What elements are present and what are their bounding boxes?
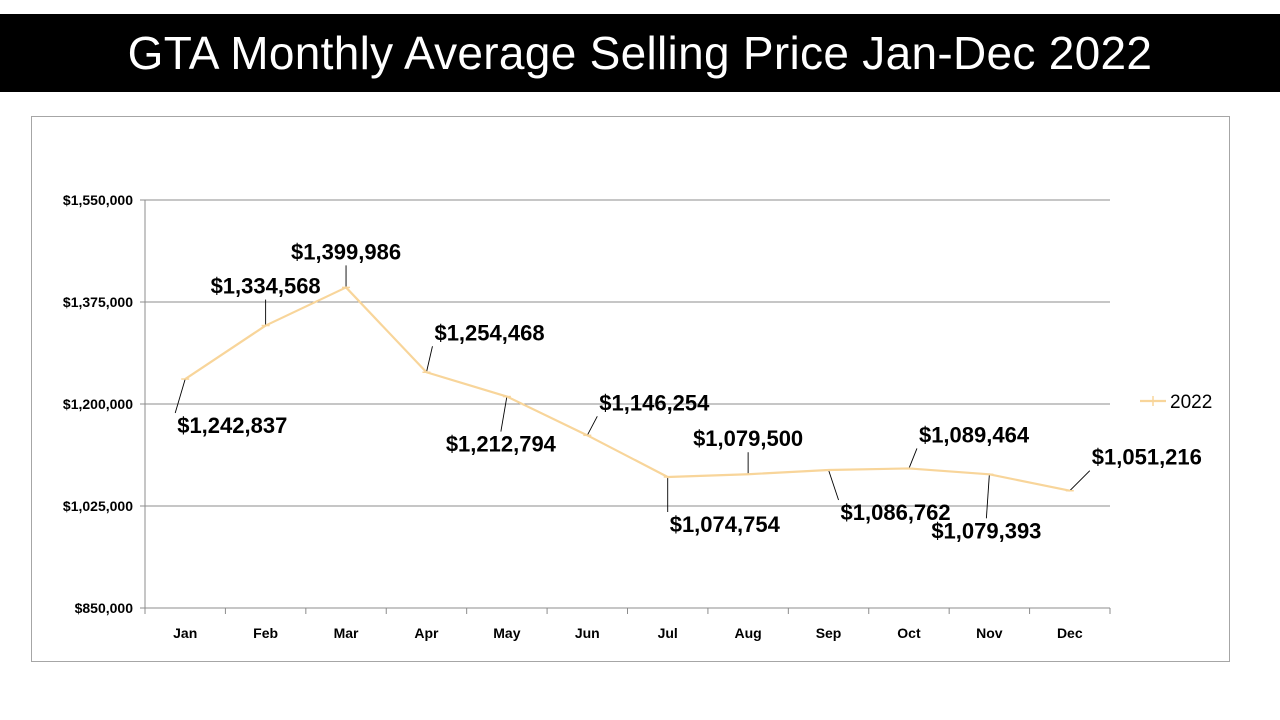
axes: $850,000 $1,025,000 $1,200,000 $1,375,000 $1…: [63, 192, 1111, 641]
x-tick-label: Oct: [897, 625, 921, 641]
data-label: $1,242,837: [177, 413, 287, 438]
chart-area: $850,000 $1,025,000 $1,200,000 $1,375,000 $1…: [31, 116, 1230, 662]
legend-label: 2022: [1170, 392, 1212, 413]
x-tick-label: Feb: [253, 625, 278, 641]
data-label: $1,399,986: [291, 239, 401, 264]
x-tick-label: Apr: [414, 625, 439, 641]
leader-line: [908, 448, 918, 469]
leader-line: [586, 416, 598, 436]
x-tick-label: May: [493, 625, 520, 641]
leader-line: [1069, 470, 1091, 492]
data-label: $1,074,754: [670, 512, 781, 537]
series-line-layer: [181, 286, 1074, 492]
leader-line: [985, 474, 990, 519]
x-tick-label: Nov: [976, 625, 1003, 641]
data-label: $1,146,254: [599, 390, 710, 415]
legend: 2022: [1140, 392, 1212, 413]
y-tick-label: $1,200,000: [63, 396, 133, 412]
data-label: $1,051,216: [1092, 445, 1202, 470]
data-label: $1,254,468: [434, 320, 544, 345]
data-labels: $1,242,837 $1,334,568 $1,399,986 $1,254,468…: [177, 239, 1202, 543]
line-chart: $850,000 $1,025,000 $1,200,000 $1,375,000 $1…: [63, 192, 1212, 641]
leader-line: [174, 378, 186, 414]
data-label: $1,079,393: [931, 518, 1041, 543]
x-tick-label: Aug: [735, 625, 762, 641]
x-tick-label: Dec: [1057, 625, 1083, 641]
leader-line: [426, 346, 433, 373]
x-tick-label: Jan: [173, 625, 197, 641]
x-tick-label: Sep: [816, 625, 842, 641]
leader-line: [500, 396, 508, 432]
data-label: $1,212,794: [446, 432, 557, 457]
leader-lines: [174, 265, 1091, 519]
slide-title: GTA Monthly Average Selling Price Jan-De…: [0, 14, 1280, 92]
data-label: $1,079,500: [693, 426, 803, 451]
x-tick-label: Jul: [658, 625, 678, 641]
y-tick-label: $1,025,000: [63, 498, 133, 514]
series-line-2022: [184, 286, 1071, 492]
data-label: $1,089,464: [919, 422, 1030, 447]
x-tick-label: Jun: [575, 625, 600, 641]
data-label: $1,086,762: [841, 500, 951, 525]
data-label: $1,334,568: [211, 274, 321, 299]
y-tick-label: $850,000: [75, 600, 134, 616]
x-tick-label: Mar: [334, 625, 359, 641]
gridlines: [145, 199, 1110, 507]
y-tick-label: $1,375,000: [63, 294, 133, 310]
y-tick-label: $1,550,000: [63, 192, 133, 208]
leader-line: [828, 469, 839, 501]
